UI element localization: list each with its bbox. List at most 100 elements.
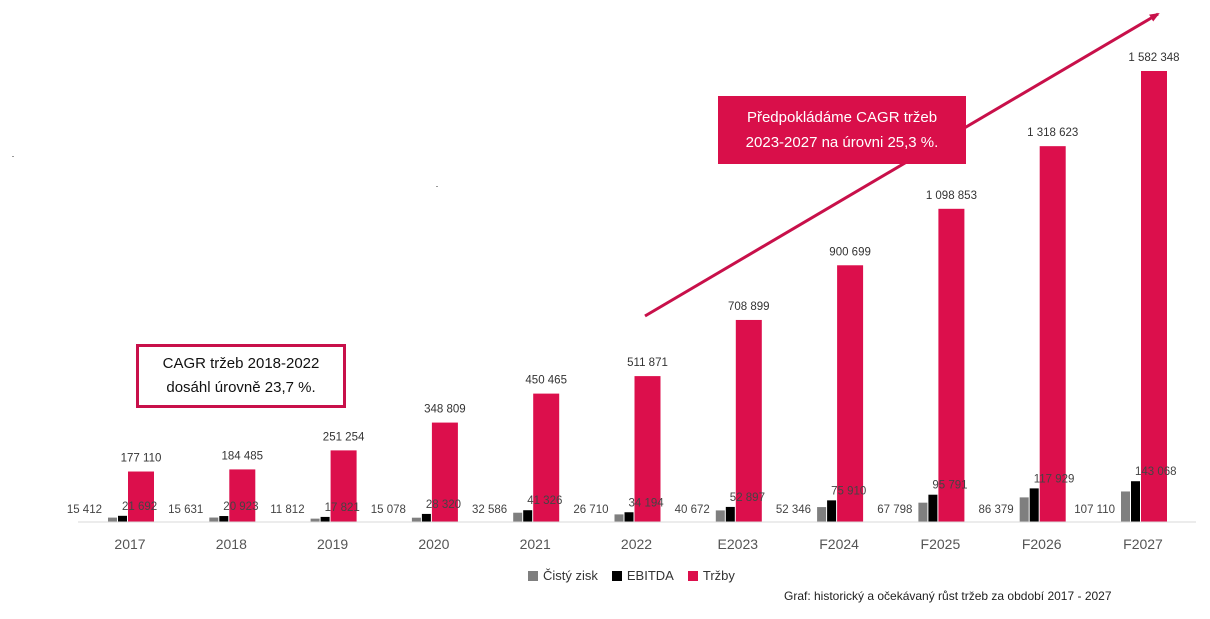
bar-net-profit-2021 <box>513 512 523 522</box>
value-label-net-profit-F2026: 86 379 <box>979 504 1014 516</box>
x-tick-label-2021: 2021 <box>520 536 551 552</box>
bar-ebitda-E2023 <box>725 506 735 522</box>
x-tick-label-2022: 2022 <box>621 536 652 552</box>
value-labels-group: 177 110 15 412 21 692 184 485 15 631 20 923 25… <box>67 52 1180 516</box>
x-tick-label-2018: 2018 <box>216 536 247 552</box>
cagr-historical-box: CAGR tržeb 2018-2022 dosáhl úrovně 23,7 … <box>136 344 346 408</box>
bar-net-profit-2019 <box>310 518 320 522</box>
trend-arrow <box>644 12 1160 318</box>
bar-revenue-2017 <box>128 471 154 522</box>
value-label-ebitda-2017: 21 692 <box>122 501 157 513</box>
bar-ebitda-F2027 <box>1131 481 1140 522</box>
bar-revenue-2019 <box>330 450 357 522</box>
bar-ebitda-F2024 <box>827 500 837 522</box>
value-label-net-profit-F2025: 67 798 <box>877 504 912 516</box>
legend-swatch-ebitda <box>611 570 622 581</box>
value-label-ebitda-2019: 17 821 <box>325 502 360 514</box>
bar-revenue-F2025 <box>938 208 965 523</box>
x-tick-label-2019: 2019 <box>317 536 348 552</box>
value-label-revenue-F2025: 1 098 853 <box>926 190 977 202</box>
bar-ebitda-F2025 <box>928 494 938 522</box>
x-tick-label-2020: 2020 <box>418 536 449 552</box>
decorative-dot <box>12 156 14 157</box>
value-label-ebitda-F2024: 75 910 <box>831 485 866 497</box>
value-label-net-profit-2021: 32 586 <box>472 504 507 516</box>
value-label-revenue-F2024: 900 699 <box>829 246 871 258</box>
bar-ebitda-2021 <box>523 510 533 522</box>
bar-net-profit-E2023 <box>715 510 725 522</box>
bar-revenue-2020 <box>431 422 458 522</box>
bar-revenue-F2026 <box>1039 146 1066 523</box>
value-label-revenue-2022: 511 871 <box>627 357 668 369</box>
value-label-ebitda-E2023: 52 897 <box>730 492 765 504</box>
legend-swatch-net-profit <box>528 570 538 581</box>
cagr-forecast-box: Předpokládáme CAGR tržeb 2023-2027 na úr… <box>718 96 966 164</box>
x-tick-label-F2027: F2027 <box>1123 536 1163 552</box>
value-label-net-profit-F2024: 52 346 <box>776 504 811 516</box>
decorative-dot <box>436 186 438 187</box>
value-label-revenue-F2027: 1 582 348 <box>1128 52 1179 64</box>
bar-revenue-F2027 <box>1141 71 1167 522</box>
value-label-net-profit-F2027: 107 110 <box>1074 504 1115 516</box>
value-label-ebitda-2021: 41 326 <box>527 495 562 507</box>
bar-revenue-E2023 <box>735 319 762 522</box>
bar-net-profit-2017 <box>108 517 117 522</box>
bar-net-profit-F2026 <box>1019 497 1029 522</box>
x-tick-label-F2024: F2024 <box>819 536 859 552</box>
legend-swatch-revenue <box>687 570 698 581</box>
cagr-forecast-line2: 2023-2027 na úrovni 25,3 %. <box>745 134 939 151</box>
legend-item-net-profit: Čistý zisk <box>528 568 598 583</box>
value-label-revenue-2017: 177 110 <box>121 453 162 465</box>
value-label-net-profit-2020: 15 078 <box>371 504 406 516</box>
bar-revenue-2022 <box>634 376 661 522</box>
x-tick-label-F2026: F2026 <box>1022 536 1062 552</box>
value-label-revenue-2018: 184 485 <box>222 450 264 462</box>
bar-net-profit-F2024 <box>817 507 827 522</box>
x-tick-label-F2025: F2025 <box>921 536 961 552</box>
bar-net-profit-2022 <box>614 514 624 522</box>
value-label-net-profit-2017: 15 412 <box>67 504 102 516</box>
bar-ebitda-2019 <box>320 516 330 522</box>
value-label-revenue-E2023: 708 899 <box>728 301 770 313</box>
value-label-revenue-2019: 251 254 <box>323 431 365 443</box>
value-label-net-profit-2018: 15 631 <box>168 504 203 516</box>
value-label-ebitda-2022: 34 194 <box>629 497 665 509</box>
cagr-historical-line1: CAGR tržeb 2018-2022 <box>162 355 320 372</box>
bars-group <box>108 71 1167 523</box>
bar-revenue-2018 <box>229 469 256 522</box>
legend-label-net-profit: Čistý zisk <box>543 568 598 583</box>
bar-revenue-2021 <box>533 393 560 522</box>
legend-label-ebitda: EBITDA <box>626 568 674 583</box>
bar-net-profit-F2025 <box>918 502 928 522</box>
x-tick-label-2017: 2017 <box>114 536 145 552</box>
bar-ebitda-2022 <box>624 512 634 522</box>
bar-net-profit-2018 <box>209 517 219 522</box>
x-tick-labels-group: 2017 2018 2019 2020 2021 2022 E2023 F2024 F2025 F… <box>114 536 1163 552</box>
value-label-net-profit-2022: 26 710 <box>573 504 608 516</box>
legend-item-ebitda: EBITDA <box>611 568 674 583</box>
value-label-revenue-2020: 348 809 <box>424 404 466 416</box>
legend-item-revenue: Tržby <box>687 568 735 583</box>
value-label-ebitda-2020: 28 320 <box>426 499 461 511</box>
value-label-ebitda-F2025: 95 791 <box>932 480 967 492</box>
value-label-ebitda-F2026: 117 929 <box>1034 473 1075 485</box>
x-tick-label-E2023: E2023 <box>718 536 759 552</box>
legend-label-revenue: Tržby <box>702 568 735 583</box>
bar-net-profit-F2027 <box>1121 491 1130 522</box>
value-label-ebitda-F2027: 143 068 <box>1135 466 1177 478</box>
bar-revenue-F2024 <box>837 265 864 522</box>
value-label-net-profit-E2023: 40 672 <box>675 504 710 516</box>
value-label-ebitda-2018: 20 923 <box>223 501 258 513</box>
cagr-historical-line2: dosáhl úrovně 23,7 %. <box>166 379 316 396</box>
chart-caption: Graf: historický a očekávaný růst tržeb … <box>784 589 1112 603</box>
bar-ebitda-F2026 <box>1029 488 1039 522</box>
bar-ebitda-2017 <box>118 515 127 522</box>
value-label-revenue-F2026: 1 318 623 <box>1027 127 1078 139</box>
value-label-net-profit-2019: 11 812 <box>270 504 304 516</box>
bar-net-profit-2020 <box>411 517 421 522</box>
chart-legend: Čistý zisk EBITDA Tržby <box>528 568 749 583</box>
cagr-forecast-line1: Předpokládáme CAGR tržeb <box>746 109 938 126</box>
bar-ebitda-2018 <box>219 516 229 522</box>
value-label-revenue-2021: 450 465 <box>525 375 567 387</box>
